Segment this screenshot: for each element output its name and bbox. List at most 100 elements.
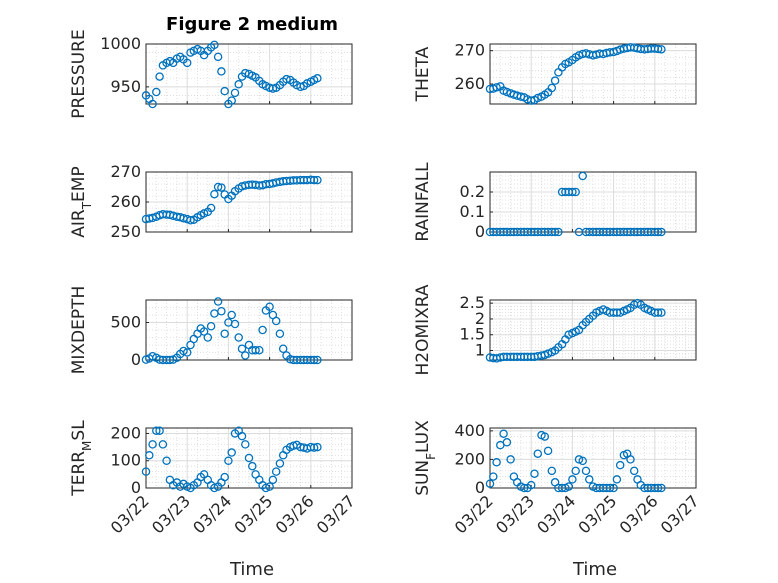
data-point	[241, 440, 250, 449]
data-point	[275, 329, 285, 338]
data-point	[502, 87, 512, 97]
y-tick-label: 1	[475, 341, 485, 360]
y-tick-label: 0	[475, 478, 485, 497]
axes-box	[489, 299, 697, 361]
data-point	[626, 455, 635, 464]
data-point	[227, 448, 236, 457]
data-point	[653, 483, 663, 493]
data-point	[210, 189, 219, 199]
data-point	[251, 345, 260, 355]
data-point	[502, 438, 512, 447]
data-point	[571, 466, 580, 476]
data-point	[612, 475, 622, 484]
data-point	[145, 451, 154, 460]
data-point	[313, 442, 322, 452]
subplot-rainfall: 00.10.2 RAINFALL	[413, 162, 697, 242]
data-point	[199, 327, 209, 336]
y-tick-label: 0	[475, 222, 485, 241]
data-point	[550, 227, 560, 237]
y-tick-label: 1.5	[460, 325, 485, 344]
data-point	[615, 460, 625, 470]
data-point	[220, 472, 229, 482]
data-point	[234, 333, 243, 342]
y-tick-label: 200	[110, 423, 141, 442]
axes-box	[489, 43, 697, 105]
data-point	[268, 475, 278, 485]
data-point	[148, 440, 157, 449]
data-point	[313, 74, 322, 83]
y-axis-label-subscript: T	[80, 201, 94, 210]
axes-box	[145, 43, 353, 105]
data-point	[148, 99, 157, 109]
x-tick-label: 03/26	[616, 491, 662, 537]
data-point	[162, 456, 171, 465]
data-point	[210, 483, 219, 493]
data-point	[155, 72, 164, 81]
data-point	[313, 355, 322, 365]
data-point	[217, 183, 226, 192]
data-point	[282, 74, 291, 84]
data-point	[550, 76, 560, 85]
data-point	[547, 83, 557, 93]
y-axis-label: AIRTEMP	[69, 166, 94, 237]
data-point	[241, 351, 250, 360]
data-point	[268, 84, 278, 93]
x-tick-label: 03/25	[230, 491, 276, 537]
data-point	[578, 171, 587, 181]
data-point	[657, 483, 666, 493]
data-point	[533, 93, 543, 103]
subplot-air-temp: 250 260 270 AIRTEMP	[69, 162, 353, 241]
data-point	[199, 209, 209, 218]
subplot-theta: 260 270 THETA	[413, 41, 697, 105]
x-tick-label: 03/25	[574, 491, 620, 537]
y-axis-label-part: AIR	[69, 209, 89, 238]
data-point	[578, 456, 587, 466]
data-point	[158, 440, 168, 449]
data-point	[220, 86, 229, 96]
data-point	[605, 483, 615, 493]
x-tick-label: 03/27	[313, 491, 359, 537]
y-axis-label: TERRMSL	[69, 420, 94, 497]
data-point	[492, 458, 501, 467]
y-tick-label: 260	[454, 74, 485, 93]
data-point	[571, 187, 580, 197]
y-axis-label: MIXDEPTH	[69, 286, 89, 375]
data-point	[237, 344, 247, 353]
y-tick-label: 250	[110, 222, 141, 241]
y-axis-label: THETA	[413, 46, 433, 102]
data-point	[309, 443, 319, 452]
data-point	[148, 351, 157, 361]
data-point	[234, 80, 243, 89]
y-tick-label: 270	[110, 162, 141, 181]
x-axis-label-right: Time	[572, 559, 617, 580]
x-tick-label: 03/22	[451, 491, 497, 537]
data-point	[519, 483, 529, 493]
data-point	[213, 52, 223, 62]
y-tick-label: 100	[110, 451, 141, 470]
data-point	[540, 432, 550, 441]
x-tick-label: 03/24	[533, 491, 579, 537]
data-point	[224, 456, 233, 465]
data-point	[296, 82, 305, 92]
data-point	[585, 475, 594, 484]
x-tick-label: 03/27	[657, 491, 703, 537]
y-tick-label: 2	[475, 309, 485, 328]
y-tick-label: 0	[131, 350, 141, 369]
y-tick-label: 950	[110, 77, 141, 96]
data-point	[568, 475, 577, 484]
y-tick-label: 0.1	[460, 202, 485, 221]
data-point	[657, 45, 666, 54]
data-point	[261, 483, 271, 493]
data-point	[258, 325, 267, 335]
y-axis-label-part: EMP	[69, 166, 89, 202]
y-tick-label: 200	[454, 449, 485, 468]
data-point	[265, 302, 274, 311]
data-point	[526, 480, 536, 490]
data-point	[230, 319, 240, 329]
data-point	[152, 426, 161, 435]
y-axis-label: RAINFALL	[413, 162, 433, 242]
data-point	[230, 88, 240, 98]
x-tick-label: 03/22	[107, 491, 153, 537]
